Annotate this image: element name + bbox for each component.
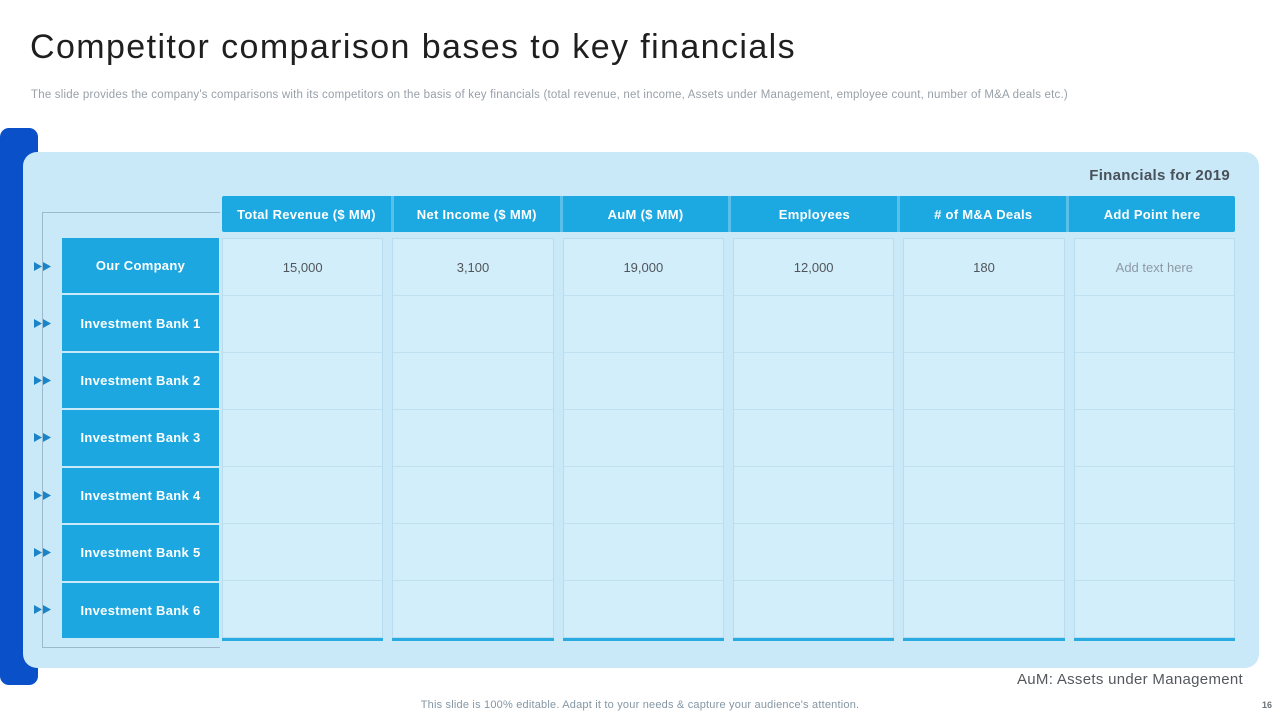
value-cell[interactable]: [904, 466, 1064, 523]
column-underline: [903, 638, 1065, 641]
column-cells: Add text here: [1073, 238, 1235, 638]
column-ma-deals: 180: [903, 238, 1065, 641]
value-cell[interactable]: [563, 409, 723, 466]
column-aum: 19,000: [562, 238, 724, 641]
value-cell[interactable]: [223, 523, 383, 580]
value-cell[interactable]: [904, 295, 1064, 352]
row-group-bracket: [42, 212, 220, 648]
column-header-ma-deals: # of M&A Deals: [897, 196, 1066, 232]
column-cells: 3,100: [392, 238, 554, 638]
value-cell[interactable]: [393, 352, 553, 409]
value-cell: 15,000: [282, 259, 323, 275]
column-cells: 15,000: [222, 238, 384, 638]
value-cell[interactable]: [393, 295, 553, 352]
page-title: Competitor comparison bases to key finan…: [30, 28, 796, 66]
editable-footer-note: This slide is 100% editable. Adapt it to…: [420, 699, 860, 711]
column-add-point: Add text here: [1073, 238, 1235, 641]
column-underline: [392, 638, 554, 641]
value-cell[interactable]: [563, 523, 723, 580]
row-label-bank-4: Investment Bank 4: [62, 467, 219, 524]
financials-table: Total Revenue ($ MM) Net Income ($ MM) A…: [222, 196, 1235, 641]
double-right-arrow-icon: [29, 581, 57, 638]
row-label-bank-3: Investment Bank 3: [62, 410, 219, 466]
double-right-arrow-icon: [29, 467, 57, 524]
value-cell[interactable]: [904, 409, 1064, 466]
value-cell: 12,000: [793, 259, 834, 275]
page-number: 16: [1261, 700, 1272, 710]
value-cell[interactable]: [393, 409, 553, 466]
value-cell[interactable]: [223, 580, 383, 637]
column-underline: [732, 638, 895, 641]
value-cell[interactable]: [1074, 409, 1234, 466]
value-cell: 180: [973, 259, 995, 275]
value-cell[interactable]: [733, 295, 894, 352]
value-cell[interactable]: [904, 523, 1064, 580]
column-net-income: 3,100: [392, 238, 554, 641]
column-header-add-point-placeholder[interactable]: Add Point here: [1066, 196, 1235, 232]
value-cell[interactable]: [563, 580, 723, 637]
column-cells: 12,000: [732, 238, 895, 638]
column-underline: [222, 638, 384, 641]
value-cell[interactable]: [563, 352, 723, 409]
column-underline: [562, 638, 724, 641]
row-label-bank-6: Investment Bank 6: [62, 582, 219, 638]
value-cell[interactable]: [1074, 295, 1234, 352]
column-header-aum: AuM ($ MM): [559, 196, 729, 232]
slide-subtitle: The slide provides the company's compari…: [31, 89, 1068, 101]
double-right-arrow-icon: [29, 524, 57, 581]
table-body: 15,000 3,100: [222, 238, 1235, 641]
value-cell[interactable]: [733, 580, 894, 637]
double-right-arrow-icon: [29, 409, 57, 466]
row-label-bank-2: Investment Bank 2: [62, 352, 219, 409]
double-right-arrow-icon: [29, 352, 57, 409]
value-cell[interactable]: [733, 352, 894, 409]
value-cell[interactable]: [1074, 352, 1234, 409]
row-marker-column: [29, 238, 57, 638]
column-total-revenue: 15,000: [222, 238, 384, 641]
value-cell[interactable]: [393, 523, 553, 580]
column-underline: [1073, 638, 1235, 641]
value-cell[interactable]: [1074, 523, 1234, 580]
value-cell[interactable]: [563, 295, 723, 352]
column-header-net-income: Net Income ($ MM): [390, 196, 560, 232]
financials-year-caption: Financials for 2019: [1089, 167, 1230, 184]
value-cell[interactable]: [904, 580, 1064, 637]
value-cell[interactable]: [393, 580, 553, 637]
value-cell[interactable]: [733, 523, 894, 580]
value-cell[interactable]: [904, 352, 1064, 409]
double-right-arrow-icon: [29, 295, 57, 352]
row-label-our-company: Our Company: [62, 238, 219, 294]
row-label-bank-1: Investment Bank 1: [62, 295, 219, 351]
table-header-row: Total Revenue ($ MM) Net Income ($ MM) A…: [222, 196, 1235, 232]
aum-definition-note: AuM: Assets under Management: [1016, 671, 1243, 688]
column-employees: 12,000: [732, 238, 895, 641]
row-label-bank-5: Investment Bank 5: [62, 525, 219, 581]
value-cell[interactable]: [563, 466, 723, 523]
value-cell[interactable]: [223, 466, 383, 523]
value-cell[interactable]: [733, 466, 894, 523]
value-cell[interactable]: [1074, 466, 1234, 523]
value-cell[interactable]: [1074, 580, 1234, 637]
value-cell: 3,100: [456, 259, 490, 275]
value-cell: 19,000: [623, 259, 664, 275]
row-label-column: Our Company Investment Bank 1 Investment…: [62, 238, 219, 638]
value-cell[interactable]: [223, 352, 383, 409]
column-cells: 19,000: [562, 238, 724, 638]
value-cell[interactable]: [393, 466, 553, 523]
double-right-arrow-icon: [29, 238, 57, 295]
column-header-total-revenue: Total Revenue ($ MM): [237, 206, 376, 222]
add-text-placeholder-cell[interactable]: Add text here: [1115, 259, 1193, 275]
value-cell[interactable]: [223, 409, 383, 466]
value-cell[interactable]: [223, 295, 383, 352]
column-cells: 180: [903, 238, 1065, 638]
column-header-employees: Employees: [728, 196, 897, 232]
value-cell[interactable]: [733, 409, 894, 466]
